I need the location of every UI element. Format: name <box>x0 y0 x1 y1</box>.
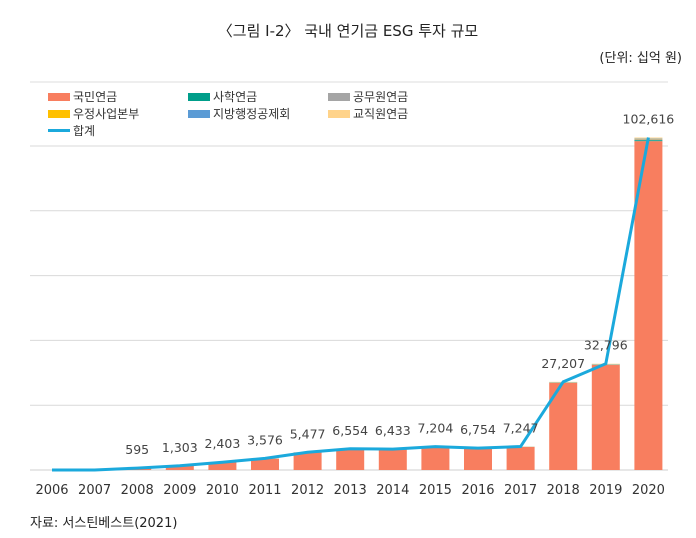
legend-label: 우정사업본부 <box>73 107 140 121</box>
x-tick-label: 2018 <box>547 483 580 498</box>
chart-title: 〈그림 Ⅰ-2〉 국내 연기금 ESG 투자 규모 <box>217 22 479 40</box>
legend-swatch <box>328 92 350 101</box>
bar-국민연금 <box>591 365 620 470</box>
legend-label: 지방행정공제회 <box>213 107 291 121</box>
legend-item: 교직원연금 <box>328 105 408 122</box>
legend-swatch <box>48 129 70 132</box>
bar-국민연금 <box>293 452 322 470</box>
bar-국민연금 <box>378 449 407 470</box>
legend-item: 공무원연금 <box>328 88 408 105</box>
data-label: 5,477 <box>290 426 326 441</box>
legend-swatch <box>48 109 70 118</box>
legend-label: 사학연금 <box>213 90 258 104</box>
legend-label: 합계 <box>73 124 96 138</box>
x-tick-label: 2013 <box>334 483 367 498</box>
bar-국민연금 <box>506 446 535 470</box>
x-tick-label: 2015 <box>419 483 452 498</box>
legend-item: 사학연금 <box>188 88 257 105</box>
data-label: 32,796 <box>584 338 628 353</box>
bar-국민연금 <box>251 458 279 470</box>
x-tick-label: 2010 <box>206 483 239 498</box>
bar-국민연금 <box>464 448 492 470</box>
bar-국민연금 <box>421 446 450 470</box>
data-label: 1,303 <box>162 440 198 455</box>
legend-swatch <box>188 92 210 101</box>
x-tick-label: 2017 <box>504 483 537 498</box>
legend-swatch <box>48 92 70 101</box>
x-tick-label: 2008 <box>121 483 154 498</box>
legend-label: 국민연금 <box>73 90 118 104</box>
legend-label: 교직원연금 <box>353 107 409 121</box>
legend-label: 공무원연금 <box>353 90 409 104</box>
data-label: 6,554 <box>332 423 368 438</box>
data-label: 3,576 <box>247 432 283 447</box>
x-tick-label: 2020 <box>632 483 665 498</box>
bar-국민연금 <box>336 449 365 470</box>
data-label: 27,207 <box>541 356 585 371</box>
bar-국민연금 <box>165 465 194 470</box>
data-label: 6,754 <box>460 422 496 437</box>
legend-item: 합계 <box>48 122 95 139</box>
data-label: 595 <box>125 442 149 457</box>
x-tick-label: 2007 <box>78 483 111 498</box>
data-label: 6,433 <box>375 423 411 438</box>
legend-item: 국민연금 <box>48 88 117 105</box>
source-note: 자료: 서스틴베스트(2021) <box>30 516 178 531</box>
x-tick-label: 2012 <box>291 483 324 498</box>
x-tick-label: 2006 <box>35 483 68 498</box>
legend-item: 지방행정공제회 <box>188 105 290 122</box>
total-line <box>52 137 650 472</box>
legend-swatch <box>188 109 210 118</box>
data-label: 102,616 <box>623 112 675 127</box>
x-tick-label: 2011 <box>248 483 281 498</box>
data-label: 2,403 <box>205 436 241 451</box>
legend-item: 우정사업본부 <box>48 105 139 122</box>
x-tick-label: 2009 <box>163 483 196 498</box>
data-label: 7,247 <box>503 421 539 436</box>
legend-swatch <box>328 109 350 118</box>
x-tick-label: 2019 <box>589 483 622 498</box>
x-tick-label: 2014 <box>376 483 409 498</box>
x-tick-label: 2016 <box>461 483 494 498</box>
bar-국민연금 <box>634 141 663 470</box>
bar-국민연금 <box>208 462 237 470</box>
unit-label: (단위: 십억 원) <box>599 51 682 66</box>
data-label: 7,204 <box>418 421 454 436</box>
